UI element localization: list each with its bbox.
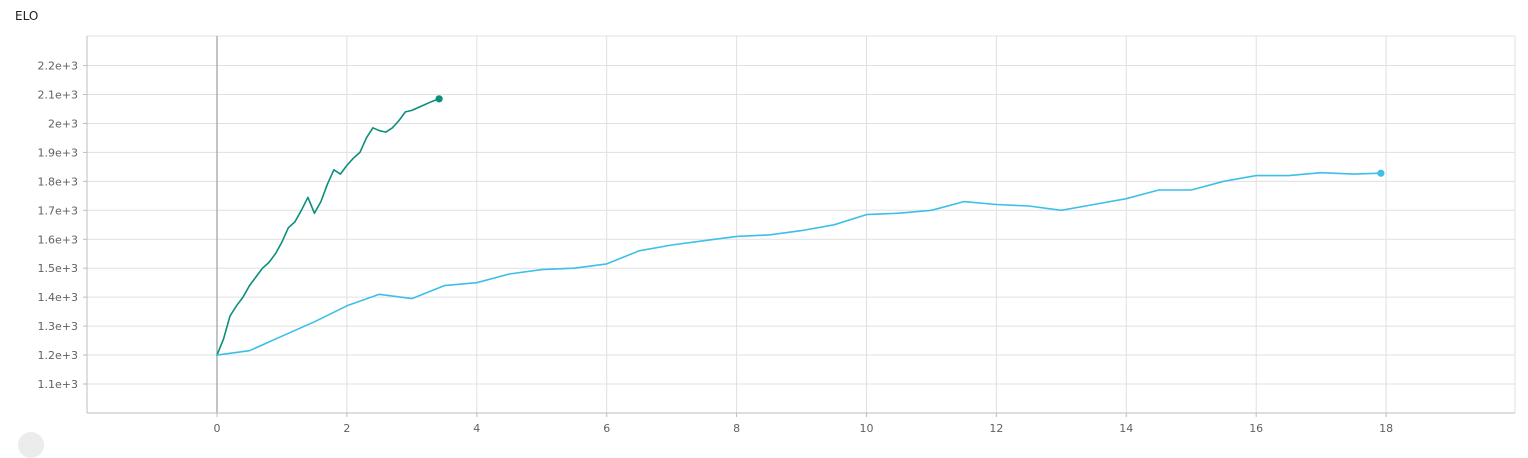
chart-title: ELO	[15, 9, 39, 23]
x-tick-label: 0	[214, 422, 221, 435]
y-tick-label: 2.2e+3	[38, 60, 78, 73]
y-tick-label: 1.7e+3	[38, 204, 78, 217]
x-tick-label: 10	[860, 422, 874, 435]
data-series	[216, 95, 1385, 356]
y-tick-label: 2e+3	[48, 117, 78, 130]
series-line-1	[216, 171, 1382, 356]
grid-lines	[86, 35, 1516, 413]
axes	[83, 36, 1515, 417]
y-tick-label: 1.6e+3	[38, 233, 78, 246]
y-tick-label: 1.3e+3	[38, 320, 78, 333]
series-endpoint-0[interactable]	[435, 95, 443, 103]
series-endpoint-1[interactable]	[1377, 169, 1385, 177]
x-tick-label: 4	[473, 422, 480, 435]
x-tick-label: 18	[1379, 422, 1393, 435]
y-tick-label: 1.5e+3	[38, 262, 78, 275]
x-tick-label: 2	[343, 422, 350, 435]
y-tick-label: 1.8e+3	[38, 175, 78, 188]
menu-toggle-icon[interactable]	[18, 432, 44, 458]
y-tick-label: 2.1e+3	[38, 89, 78, 102]
x-tick-label: 12	[989, 422, 1003, 435]
x-tick-label: 16	[1249, 422, 1263, 435]
series-line-0	[216, 98, 440, 356]
x-tick-label: 8	[733, 422, 740, 435]
tick-labels: 1.1e+3 1.2e+3 1.3e+3 1.4e+3 1.5e+3 1.6e+3 1.7e…	[38, 60, 1394, 435]
y-tick-label: 1.9e+3	[38, 146, 78, 159]
x-tick-label: 14	[1119, 422, 1133, 435]
y-tick-label: 1.1e+3	[38, 378, 78, 391]
elo-line-chart: 1.1e+3 1.2e+3 1.3e+3 1.4e+3 1.5e+3 1.6e+3 1.7e…	[38, 35, 1516, 435]
y-tick-label: 1.2e+3	[38, 349, 78, 362]
x-tick-label: 6	[603, 422, 610, 435]
y-tick-label: 1.4e+3	[38, 291, 78, 304]
